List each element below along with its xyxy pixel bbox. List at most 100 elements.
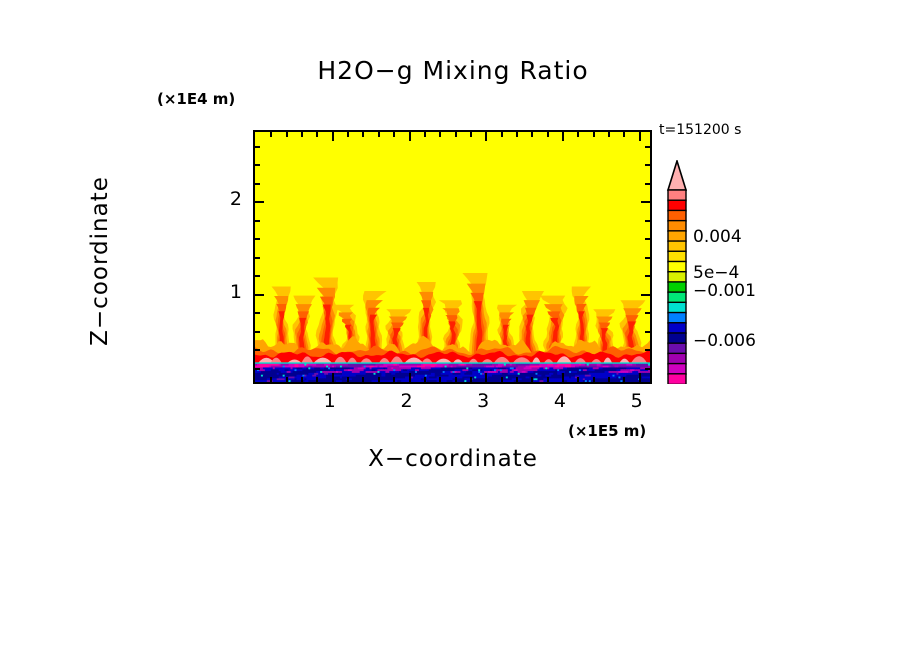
- x-tick-top: [515, 132, 518, 137]
- y-tick-right: [645, 367, 650, 370]
- x-tick-top: [485, 132, 488, 141]
- y-tick-right: [645, 256, 650, 259]
- colorbar-band: [667, 362, 687, 375]
- y-tick-right: [645, 164, 650, 167]
- colorbar: [666, 160, 688, 384]
- x-tick-bottom: [270, 377, 273, 382]
- x-tick-bottom: [561, 373, 564, 382]
- x-tick-top: [608, 132, 610, 137]
- x-tick-bottom: [377, 377, 380, 382]
- y-tick-label: 2: [229, 188, 242, 211]
- x-tick-bottom: [423, 377, 426, 382]
- y-tick-right: [641, 293, 650, 296]
- colorbar-band: [667, 209, 687, 222]
- x-tick-bottom: [285, 377, 288, 382]
- colorbar-tick-label: 0.004: [693, 227, 742, 247]
- y-tick-right: [645, 182, 650, 185]
- x-tick-top: [270, 132, 273, 137]
- x-tick-top: [592, 132, 595, 137]
- y-tick-left: [255, 293, 264, 296]
- x-tick-top: [500, 132, 503, 137]
- colorbar-band: [667, 240, 687, 253]
- x-tick-top: [623, 132, 626, 137]
- time-annotation: t=151200 s: [659, 122, 742, 138]
- colorbar-band: [667, 260, 687, 273]
- x-axis-title: X−coordinate: [368, 446, 538, 472]
- colorbar-band: [667, 199, 687, 212]
- colorbar-band: [667, 250, 687, 263]
- x-tick-top: [531, 132, 534, 137]
- x-tick-top: [347, 132, 350, 137]
- x-tick-bottom: [515, 377, 518, 382]
- x-tick-bottom: [316, 377, 319, 382]
- y-tick-left: [255, 275, 260, 278]
- page-title: H2O−g Mixing Ratio: [317, 56, 589, 85]
- x-tick-bottom: [577, 377, 580, 382]
- x-tick-bottom: [485, 373, 488, 382]
- y-tick-left: [255, 182, 260, 185]
- x-tick-top: [362, 132, 365, 137]
- y-tick-left: [255, 367, 260, 370]
- y-tick-right: [645, 330, 650, 333]
- y-tick-left: [255, 219, 260, 222]
- x-tick-top: [393, 132, 396, 137]
- x-tick-bottom: [362, 377, 365, 382]
- y-tick-left: [255, 238, 260, 241]
- colorbar-band: [667, 332, 687, 345]
- x-tick-label: 3: [477, 390, 490, 412]
- colorbar-band: [667, 373, 687, 384]
- y-tick-right: [645, 219, 650, 222]
- colorbar-band: [667, 291, 687, 304]
- colorbar-band: [667, 230, 687, 243]
- x-tick-top: [546, 132, 549, 137]
- colorbar-band: [667, 342, 687, 355]
- x-tick-label: 4: [553, 390, 566, 412]
- y-tick-right: [645, 312, 650, 315]
- x-tick-top: [316, 132, 319, 137]
- colorbar-band: [667, 301, 687, 314]
- x-tick-bottom: [439, 377, 442, 382]
- colorbar-band: [667, 219, 687, 232]
- x-tick-bottom: [331, 373, 334, 382]
- x-tick-top: [331, 132, 334, 141]
- x-tick-top: [285, 132, 288, 137]
- colorbar-band: [667, 352, 687, 365]
- x-tick-bottom: [500, 377, 503, 382]
- x-tick-top: [439, 132, 442, 137]
- x-tick-top: [454, 132, 457, 137]
- colorbar-band: [667, 281, 687, 294]
- x-tick-bottom: [638, 373, 641, 382]
- y-tick-left: [255, 312, 260, 315]
- colorbar-band: [667, 322, 687, 335]
- x-tick-bottom: [546, 377, 549, 382]
- x-tick-label: 1: [323, 390, 336, 412]
- y-tick-right: [645, 275, 650, 278]
- x-tick-top: [377, 132, 380, 137]
- y-tick-label: 1: [229, 280, 242, 303]
- y-axis-unit-label: (×1E4 m): [157, 90, 236, 108]
- x-tick-top: [408, 132, 411, 141]
- x-tick-top: [638, 132, 641, 141]
- x-tick-bottom: [623, 377, 626, 382]
- y-tick-left: [255, 164, 260, 167]
- x-tick-bottom: [408, 373, 411, 382]
- y-tick-right: [645, 349, 650, 352]
- y-tick-right: [645, 145, 650, 148]
- y-tick-left: [255, 201, 264, 204]
- y-tick-left: [255, 330, 260, 333]
- x-tick-top: [561, 132, 564, 141]
- colorbar-band: [667, 311, 687, 324]
- colorbar-band: [667, 270, 687, 283]
- plot-area: [253, 130, 652, 384]
- y-axis-title: Z−coordinate: [87, 176, 113, 346]
- colorbar-tick-label: 5e−4: [693, 263, 740, 283]
- colorbar-tick-label: −0.001: [693, 281, 756, 301]
- x-tick-bottom: [469, 377, 472, 382]
- x-tick-bottom: [454, 377, 457, 382]
- colorbar-arrow: [666, 160, 688, 191]
- x-tick-bottom: [592, 377, 595, 382]
- colorbar-band: [667, 189, 687, 202]
- y-tick-left: [255, 349, 260, 352]
- x-tick-label: 2: [400, 390, 413, 412]
